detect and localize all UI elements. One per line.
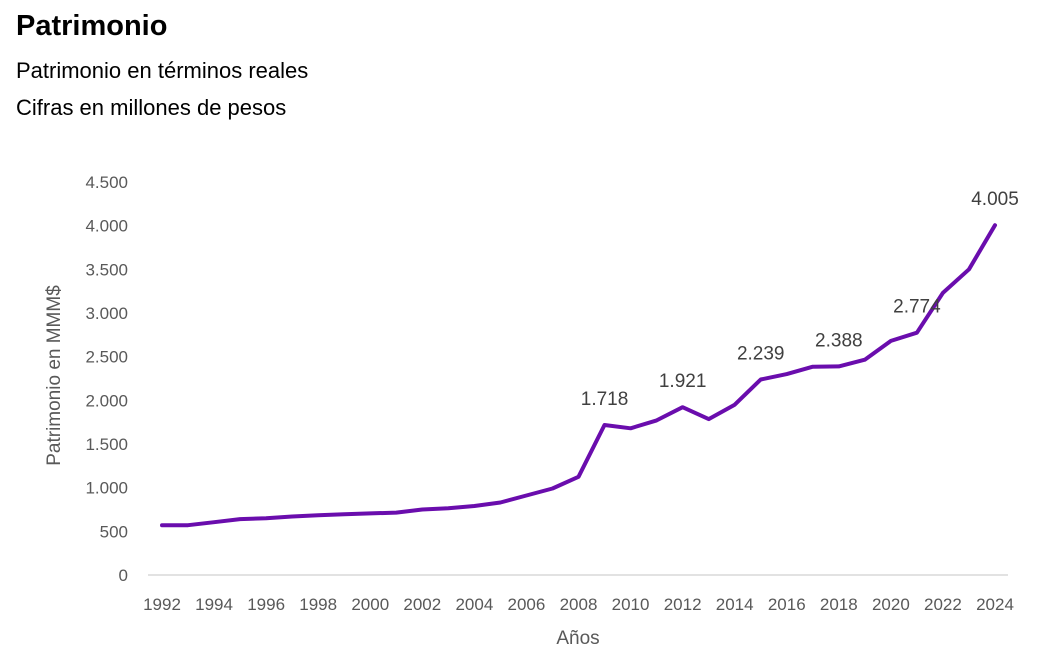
y-tick-label: 3.000	[85, 304, 128, 323]
x-tick-label: 2012	[664, 595, 702, 614]
x-axis-ticks: 1992 1994 1996 1998 2000 2002 2004 2006 2008 2010…	[143, 595, 1014, 614]
x-tick-label: 2000	[351, 595, 389, 614]
chart-title: Patrimonio	[16, 10, 168, 42]
x-tick-label: 2022	[924, 595, 962, 614]
x-tick-label: 2008	[560, 595, 598, 614]
y-tick-label: 500	[100, 522, 128, 541]
data-label: 2.388	[815, 330, 863, 351]
y-tick-label: 1.500	[85, 435, 128, 454]
y-tick-label: 0	[119, 566, 128, 585]
x-tick-label: 1998	[299, 595, 337, 614]
x-tick-label: 2024	[976, 595, 1014, 614]
data-label: 2.774	[893, 297, 941, 318]
x-tick-label: 1994	[195, 595, 233, 614]
data-label: 1.718	[581, 389, 629, 410]
y-axis-label: Patrimonio en MMM$	[44, 285, 65, 466]
y-tick-label: 3.500	[85, 260, 128, 279]
series-patrimonio	[160, 223, 997, 528]
x-tick-label: 2018	[820, 595, 858, 614]
x-tick-label: 2014	[716, 595, 754, 614]
x-tick-label: 1996	[247, 595, 285, 614]
x-tick-label: 2020	[872, 595, 910, 614]
x-axis-label: Años	[556, 628, 599, 649]
x-tick-label: 2016	[768, 595, 806, 614]
x-tick-label: 2006	[508, 595, 546, 614]
x-tick-label: 1992	[143, 595, 181, 614]
series-line	[160, 223, 997, 528]
chart-units-note: Cifras en millones de pesos	[16, 95, 287, 120]
data-label: 1.921	[659, 371, 707, 392]
y-tick-label: 2.000	[85, 391, 128, 410]
y-tick-label: 1.000	[85, 479, 128, 498]
y-tick-label: 4.000	[85, 217, 128, 236]
data-label: 4.005	[971, 189, 1019, 210]
chart-subtitle: Patrimonio en términos reales	[16, 58, 309, 83]
y-tick-label: 4.500	[85, 173, 128, 192]
data-labels: 1.718 1.921 2.239 2.388 2.774 4.005	[581, 189, 1019, 410]
x-tick-label: 2010	[612, 595, 650, 614]
y-axis-ticks: 0 500 1.000 1.500 2.000 2.500 3.000 3.500 4.000 4…	[85, 173, 128, 585]
x-tick-label: 2002	[403, 595, 441, 614]
data-label: 2.239	[737, 343, 785, 364]
y-tick-label: 2.500	[85, 348, 128, 367]
x-tick-label: 2004	[455, 595, 493, 614]
